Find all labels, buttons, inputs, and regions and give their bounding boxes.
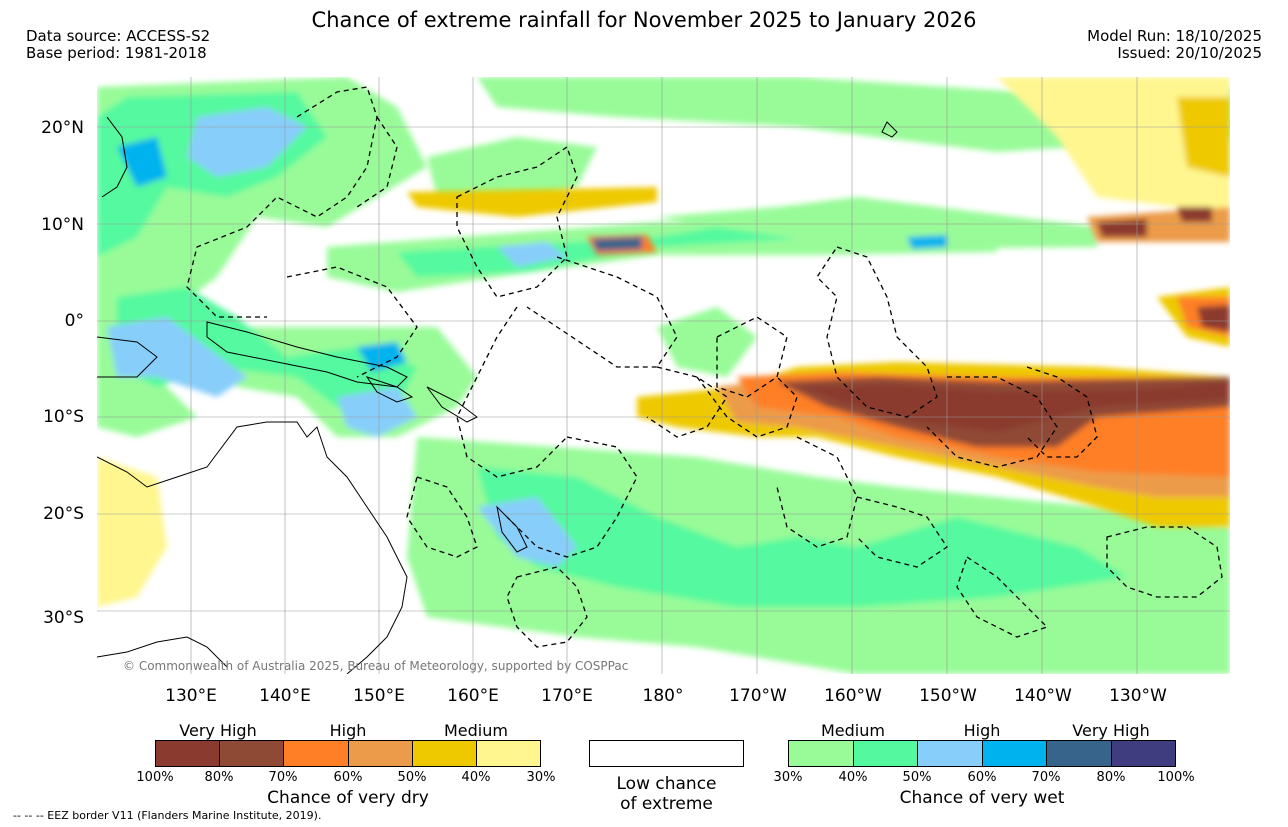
wet-heading-very-high: Very High <box>1072 721 1150 740</box>
base-period-label: Base period: 1981-2018 <box>26 44 207 62</box>
dry-swatch-3 <box>284 741 349 766</box>
data-source-label: Data source: ACCESS-S2 <box>26 27 211 45</box>
dry-shading <box>97 77 1230 607</box>
lat-label-20s: 20°S <box>43 504 84 524</box>
dry-swatch-4 <box>348 741 413 766</box>
graticule <box>97 77 1230 674</box>
dry-tick-30: 30% <box>526 770 556 785</box>
dry-heading-medium: Medium <box>444 721 508 740</box>
dry-swatch-5 <box>412 741 477 766</box>
lon-label-130e: 130°E <box>165 686 217 706</box>
wet-legend-title: Chance of very wet <box>899 788 1065 808</box>
eez-borders <box>186 86 1223 648</box>
wet-tick-30: 30% <box>773 770 803 785</box>
eez-footnote: -- -- -- EEZ border V11 (Flanders Marine… <box>13 809 322 822</box>
model-run-label: Model Run: 18/10/2025 <box>1087 27 1262 45</box>
low-chance-box <box>589 740 744 767</box>
dry-swatch-6 <box>476 741 541 766</box>
lon-label-150e: 150°E <box>353 686 405 706</box>
dry-heading-high: High <box>329 721 367 740</box>
wet-swatch-5 <box>1047 741 1112 766</box>
lat-label-30s: 30°S <box>43 608 84 628</box>
lon-label-170e: 170°E <box>541 686 593 706</box>
wet-tick-70: 70% <box>1031 770 1061 785</box>
map-canvas <box>97 77 1230 674</box>
dry-swatch-1 <box>156 741 221 766</box>
low-chance-line1: Low chance <box>616 774 717 794</box>
lon-label-180: 180° <box>642 686 684 706</box>
dry-colorbar <box>155 740 541 767</box>
lon-label-140w: 140°W <box>1014 686 1072 706</box>
wet-swatch-3 <box>918 741 983 766</box>
lon-label-170w: 170°W <box>729 686 787 706</box>
lon-label-130w: 130°W <box>1109 686 1167 706</box>
lon-label-160e: 160°E <box>447 686 499 706</box>
wet-tick-60: 60% <box>967 770 997 785</box>
issued-label: Issued: 20/10/2025 <box>1117 44 1262 62</box>
dry-tick-100: 100% <box>136 770 174 785</box>
wet-tick-100: 100% <box>1157 770 1195 785</box>
chart-title: Chance of extreme rainfall for November … <box>311 8 977 32</box>
wet-swatch-1 <box>789 741 854 766</box>
wet-tick-80: 80% <box>1096 770 1126 785</box>
copyright-notice: © Commonwealth of Australia 2025, Bureau… <box>123 659 629 673</box>
dry-legend-title: Chance of very dry <box>267 788 429 808</box>
wet-swatch-6 <box>1111 741 1175 766</box>
wet-tick-50: 50% <box>902 770 932 785</box>
wet-swatch-4 <box>982 741 1047 766</box>
lat-label-0: 0° <box>64 311 84 331</box>
lat-label-10s: 10°S <box>43 407 84 427</box>
wet-heading-medium: Medium <box>821 721 885 740</box>
low-chance-line2: of extreme <box>620 794 713 814</box>
lat-label-10n: 10°N <box>41 215 84 235</box>
dry-tick-40: 40% <box>461 770 491 785</box>
coastlines <box>97 116 898 674</box>
lon-label-150w: 150°W <box>919 686 977 706</box>
dry-tick-80: 80% <box>204 770 234 785</box>
wet-colorbar <box>788 740 1176 767</box>
dry-tick-70: 70% <box>268 770 298 785</box>
lon-label-140e: 140°E <box>259 686 311 706</box>
wet-heading-high: High <box>963 721 1001 740</box>
dry-heading-very-high: Very High <box>179 721 257 740</box>
dry-tick-60: 60% <box>333 770 363 785</box>
dry-swatch-2 <box>220 741 285 766</box>
wet-swatch-2 <box>853 741 918 766</box>
lon-label-160w: 160°W <box>824 686 882 706</box>
wet-tick-40: 40% <box>838 770 868 785</box>
lat-label-20n: 20°N <box>41 118 84 138</box>
dry-tick-50: 50% <box>397 770 427 785</box>
rainfall-map: © Commonwealth of Australia 2025, Bureau… <box>97 77 1230 674</box>
